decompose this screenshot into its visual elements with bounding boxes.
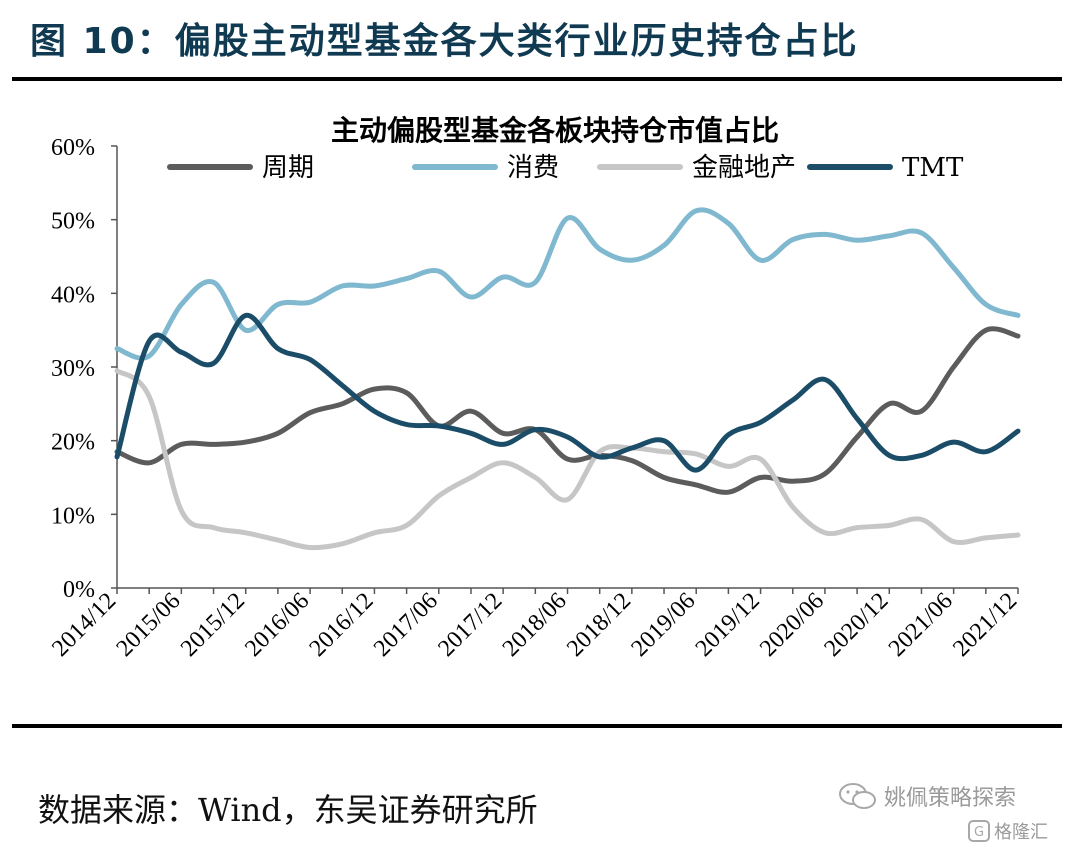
x-tick-label: 2016/06 (240, 588, 314, 662)
y-tick-label: 40% (51, 282, 95, 308)
x-tick-label: 2016/12 (305, 588, 379, 662)
x-tick-label: 2015/06 (112, 588, 186, 662)
bottom-rule (12, 724, 1062, 728)
x-tick-label: 2017/06 (369, 588, 443, 662)
platform-logo-icon: G (968, 820, 990, 842)
y-tick-label: 10% (51, 503, 95, 529)
y-tick-label: 20% (51, 430, 95, 456)
watermark-platform: G 格隆汇 (968, 818, 1048, 844)
legend-label-2: 金融地产 (692, 153, 796, 183)
x-tick-label: 2021/12 (948, 588, 1022, 662)
legend-label-0: 周期 (262, 153, 314, 183)
y-tick-label: 30% (51, 356, 95, 382)
series-line-2 (114, 368, 1021, 551)
series-line-3 (114, 312, 1021, 473)
y-tick-label: 50% (51, 209, 95, 235)
y-tick-label: 60% (51, 135, 95, 161)
figure-title: 图 10：偏股主动型基金各大类行业历史持仓占比 (30, 21, 859, 62)
legend-label-3: TMT (902, 153, 964, 183)
x-tick-label: 2019/06 (626, 588, 700, 662)
series-line-0 (114, 326, 1021, 495)
wechat-icon (839, 783, 876, 809)
svg-text:G: G (974, 825, 984, 840)
x-tick-label: 2019/12 (691, 588, 765, 662)
watermark-platform-name: 格隆汇 (994, 822, 1048, 843)
y-axis: 0% 10% 20% 30% 40% 50% 60% (51, 135, 118, 603)
source-note: 数据来源：Wind，东吴证券研究所 (38, 791, 538, 829)
watermark-account: 姚佩策略探索 (838, 780, 1016, 812)
chart-title: 主动偏股型基金各板块持仓市值占比 (331, 114, 779, 147)
series-line-1 (114, 207, 1021, 361)
chart-legend: 周期 消费 金融地产 TMT (167, 153, 964, 183)
x-axis: 2014/122015/062015/122016/062016/122017/… (47, 587, 1022, 662)
x-tick-label: 2020/12 (820, 588, 894, 662)
series-layer (114, 207, 1021, 551)
x-tick-label: 2018/12 (562, 588, 636, 662)
top-rule (12, 77, 1062, 81)
watermark-account-name: 姚佩策略探索 (884, 786, 1017, 811)
x-tick-label: 2021/06 (884, 588, 958, 662)
legend-label-1: 消费 (507, 153, 559, 183)
y-tick-label: 0% (63, 577, 95, 603)
x-tick-label: 2015/12 (176, 588, 250, 662)
x-tick-label: 2018/06 (498, 588, 572, 662)
x-tick-label: 2020/06 (755, 588, 829, 662)
x-tick-label: 2017/12 (433, 588, 507, 662)
